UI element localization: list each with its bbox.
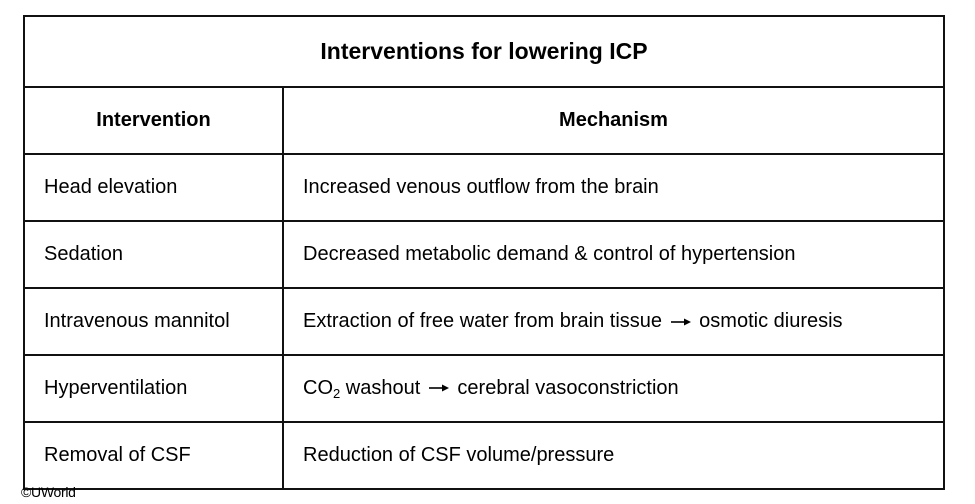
mechanism-text-pre: washout — [340, 376, 421, 399]
mechanism-text-pre: Extraction of free water from brain tiss… — [303, 310, 663, 332]
header-intervention: Intervention — [23, 86, 284, 155]
header-row: Intervention Mechanism — [23, 86, 945, 155]
mechanism-cell: Increased venous outflow from the brain — [282, 153, 945, 222]
interventions-table: Interventions for lowering ICP Intervent… — [23, 15, 945, 490]
intervention-cell: Sedation — [23, 220, 284, 289]
table-title: Interventions for lowering ICP — [23, 15, 945, 88]
mechanism-text-post: osmotic diuresis — [699, 310, 843, 332]
right-arrow-icon — [426, 377, 452, 400]
table-row: Head elevation Increased venous outflow … — [23, 153, 945, 222]
intervention-cell: Hyperventilation — [23, 354, 284, 423]
mechanism-cell: Reduction of CSF volume/pressure — [282, 421, 945, 490]
mechanism-text-post: cerebral vasoconstriction — [457, 376, 679, 399]
intervention-cell: Intravenous mannitol — [23, 287, 284, 356]
title-row: Interventions for lowering ICP — [23, 15, 945, 88]
table-row: Hyperventilation CO2 washout cerebral va… — [23, 354, 945, 423]
mechanism-cell: CO2 washout cerebral vasoconstriction — [282, 354, 945, 423]
mechanism-cell: Decreased metabolic demand & control of … — [282, 220, 945, 289]
co2-text: CO — [303, 376, 333, 399]
table-row: Removal of CSF Reduction of CSF volume/p… — [23, 421, 945, 490]
intervention-cell: Head elevation — [23, 153, 284, 222]
header-mechanism: Mechanism — [282, 86, 945, 155]
copyright-footer: ©UWorld — [21, 484, 76, 500]
co2-subscript: 2 — [333, 385, 341, 401]
table-row: Sedation Decreased metabolic demand & co… — [23, 220, 945, 289]
mechanism-cell: Extraction of free water from brain tiss… — [282, 287, 945, 356]
table-row: Intravenous mannitol Extraction of free … — [23, 287, 945, 356]
intervention-cell: Removal of CSF — [23, 421, 284, 490]
right-arrow-icon — [668, 310, 694, 333]
